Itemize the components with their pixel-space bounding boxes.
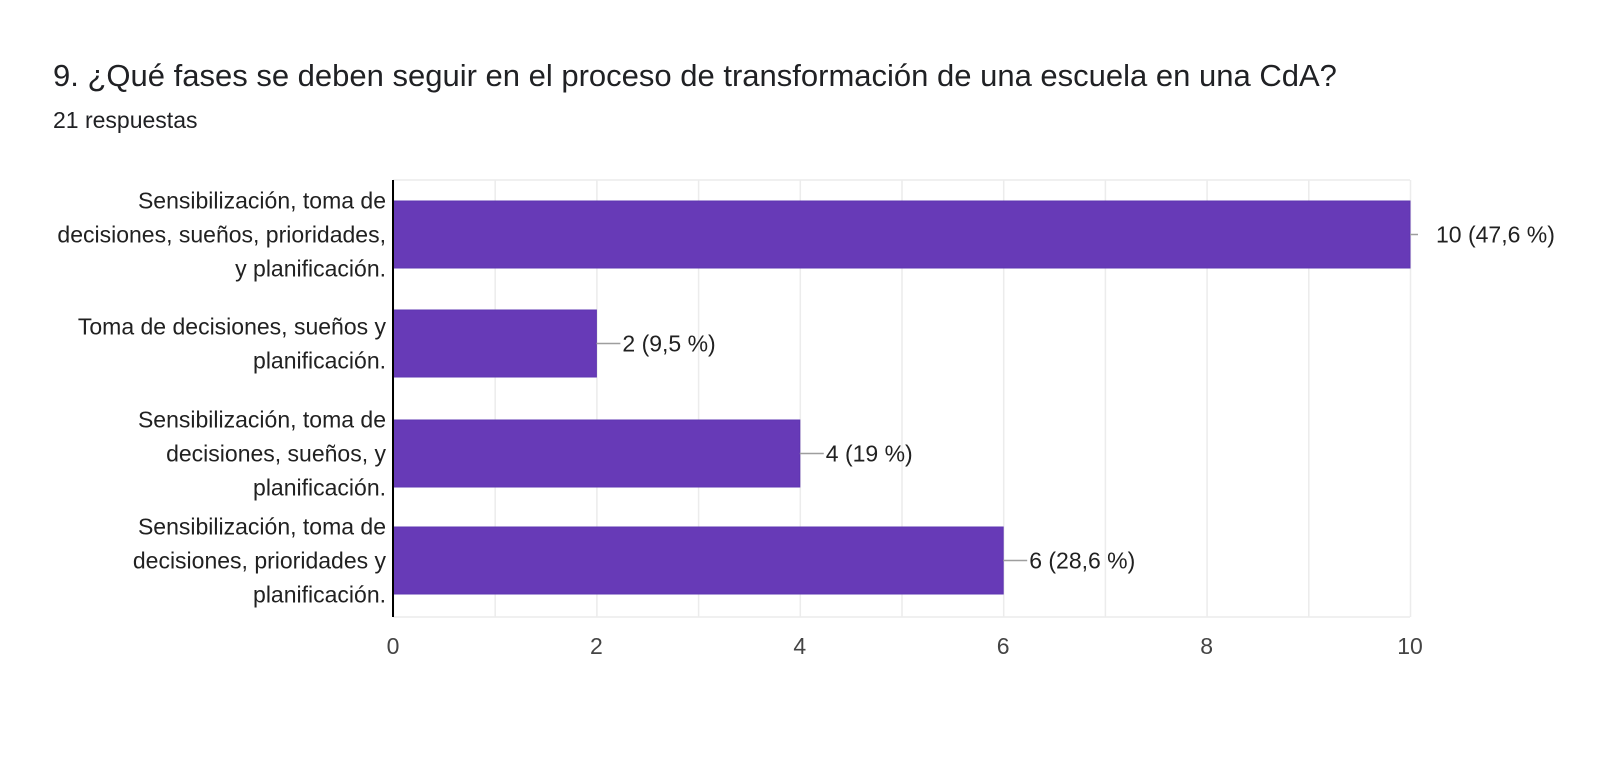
bar [392, 526, 1004, 595]
question-title: 9. ¿Qué fases se deben seguir en el proc… [53, 58, 1337, 93]
category-label: decisiones, prioridades y [133, 548, 387, 574]
data-label: 10 (47,6 %) [1436, 222, 1555, 248]
x-tick-label: 6 [997, 633, 1010, 659]
data-label: 6 (28,6 %) [1029, 548, 1135, 574]
category-label: planificación. [253, 582, 386, 608]
bar [392, 200, 1411, 269]
x-tick-label: 0 [387, 633, 400, 659]
category-label: Sensibilización, toma de [138, 188, 386, 214]
category-label: Toma de decisiones, sueños y [78, 314, 387, 340]
data-label: 2 (9,5 %) [622, 331, 715, 357]
category-label: planificación. [253, 475, 386, 501]
category-label: Sensibilización, toma de [138, 514, 386, 540]
bar [392, 309, 597, 378]
x-tick-label: 8 [1200, 633, 1213, 659]
x-tick-label: 10 [1397, 633, 1423, 659]
category-label: decisiones, sueños, y [166, 441, 386, 467]
category-label: decisiones, sueños, prioridades, [57, 222, 386, 248]
x-tick-label: 4 [793, 633, 806, 659]
bar [392, 419, 801, 488]
response-count: 21 respuestas [53, 107, 198, 133]
data-label: 4 (19 %) [826, 441, 913, 467]
category-label: y planificación. [235, 256, 386, 282]
category-label: Sensibilización, toma de [138, 407, 386, 433]
category-label: planificación. [253, 348, 386, 374]
x-tick-label: 2 [590, 633, 603, 659]
